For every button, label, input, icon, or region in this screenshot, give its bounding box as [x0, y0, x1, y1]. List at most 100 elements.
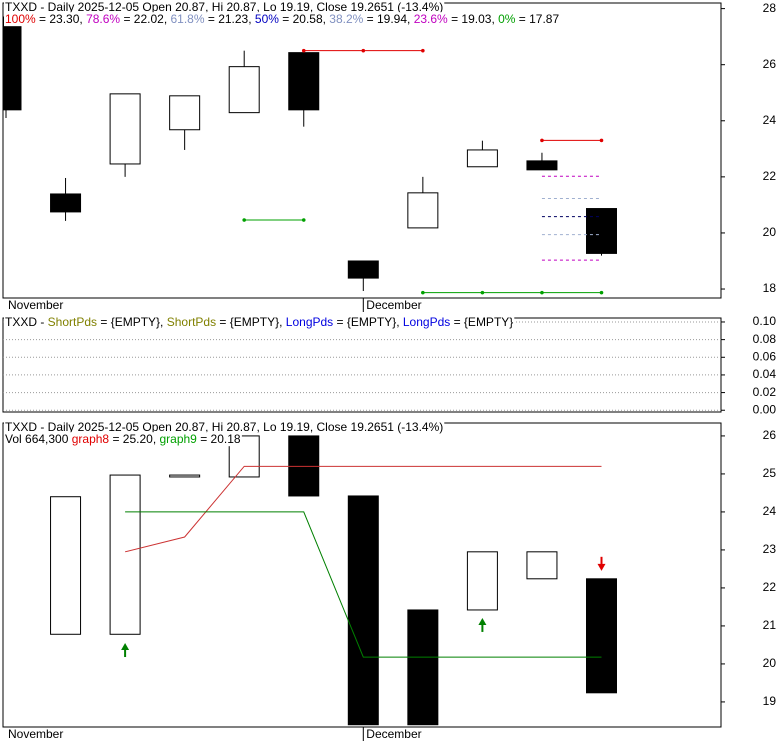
legend-text: TXXD - Daily 2025-12-05 Open 20.87, Hi 2…: [5, 0, 443, 14]
candle-body: [169, 474, 201, 478]
legend-text: = 22.02,: [120, 12, 170, 26]
y-tick-label: 0.08: [753, 332, 777, 346]
series-dot: [480, 290, 485, 295]
candle-body: [3, 16, 22, 111]
legend-text: = 23.30,: [36, 12, 86, 26]
arrow-head: [478, 617, 487, 625]
candle-body: [288, 52, 320, 111]
legend-text: ShortPds: [167, 315, 216, 329]
legend-text: = 21.23,: [205, 12, 255, 26]
candle-body: [228, 66, 260, 114]
y-tick-label: 18: [763, 281, 777, 295]
y-tick-label: 21: [763, 618, 777, 632]
y-tick-label: 19: [763, 694, 777, 708]
plot-area: [3, 8, 617, 295]
y-tick-label: 22: [763, 169, 777, 183]
candle-body: [50, 496, 82, 635]
legend-text: 78.6%: [86, 12, 120, 26]
candle-body: [407, 192, 439, 229]
legend-background: [4, 0, 445, 15]
legend-text: = 19.94,: [363, 12, 413, 26]
arrow-head: [121, 643, 130, 651]
legend-background: [4, 432, 242, 447]
y-tick-label: 25: [763, 466, 777, 480]
y-tick-label: 0.00: [753, 402, 777, 416]
candle-body: [526, 160, 558, 171]
legend-text: = 25.20,: [109, 432, 159, 446]
y-tick-label: 23: [763, 542, 777, 556]
legend-text: = 20.58,: [279, 12, 329, 26]
series-dot: [242, 218, 246, 222]
legend-text: = 17.87: [515, 12, 559, 26]
legend-text: 61.8%: [170, 12, 204, 26]
series-dot: [421, 290, 425, 295]
series-dot: [301, 48, 306, 53]
y-tick-label: 28: [763, 1, 777, 15]
x-tick-label: November: [8, 727, 63, 741]
candle-body: [466, 149, 498, 168]
legend-text: TXXD -: [5, 315, 48, 329]
y-tick-label: 26: [763, 428, 777, 442]
candle-body: [526, 551, 558, 580]
signal-arrow: [597, 556, 606, 571]
legend-text: = {EMPTY},: [216, 315, 286, 329]
legend-line: TXXD - Daily 2025-12-05 Open 20.87, Hi 2…: [5, 420, 443, 434]
legend-background: [4, 420, 445, 435]
series-dot: [301, 218, 306, 222]
legend-line: TXXD - ShortPds = {EMPTY}, ShortPds = {E…: [5, 315, 513, 329]
legend-background: [4, 315, 515, 330]
legend-text: 0%: [498, 12, 516, 26]
legend-text: 100%: [5, 12, 36, 26]
y-tick-label: 24: [763, 113, 777, 127]
signal-arrow: [478, 617, 487, 632]
candle-body: [586, 578, 617, 694]
y-tick-label: 24: [763, 504, 777, 518]
x-tick-label: November: [8, 298, 63, 312]
x-tick-label: December: [366, 298, 421, 312]
legend-text: = {EMPTY},: [97, 315, 167, 329]
arrow-head: [597, 563, 606, 571]
y-tick-label: 22: [763, 580, 777, 594]
candle-body: [347, 260, 379, 279]
series-line: [125, 511, 602, 658]
series-line: [124, 465, 602, 553]
legend-line: Vol 664,300 graph8 = 25.20, graph9 = 20.…: [5, 432, 241, 446]
legend-text: = 19.03,: [448, 12, 498, 26]
legend-text: = {EMPTY},: [333, 315, 403, 329]
y-tick-label: 20: [763, 225, 777, 239]
legend-text: LongPds: [286, 315, 333, 329]
legend-text: ShortPds: [48, 315, 97, 329]
legend-text: 50%: [255, 12, 279, 26]
y-tick-label: 26: [763, 57, 777, 71]
series-dot: [540, 290, 544, 295]
y-tick-label: 0.10: [753, 314, 777, 328]
y-tick-label: 0.06: [753, 349, 777, 363]
legend-text: 38.2%: [329, 12, 363, 26]
panel-frame: [2, 317, 722, 413]
candle-body: [169, 95, 201, 131]
legend-text: TXXD - Daily 2025-12-05 Open 20.87, Hi 2…: [5, 420, 443, 434]
series-dot: [421, 48, 425, 53]
series-dot: [540, 138, 544, 143]
candle-body: [586, 208, 617, 254]
legend-text: Vol 664,300: [5, 432, 72, 446]
legend-text: = 20.18: [197, 432, 241, 446]
legend-text: LongPds: [403, 315, 450, 329]
legend-text: = {EMPTY}: [450, 315, 513, 329]
candle-body: [109, 93, 141, 165]
plot-area: [50, 435, 617, 726]
y-tick-label: 0.02: [753, 385, 777, 399]
candle-body: [109, 474, 141, 635]
y-tick-label: 0.04: [753, 367, 777, 381]
legend-text: 23.6%: [414, 12, 448, 26]
candle-body: [347, 495, 379, 726]
legend-background: [4, 12, 561, 27]
x-tick-label: December: [366, 727, 421, 741]
y-tick-label: 20: [763, 656, 777, 670]
legend-line: TXXD - Daily 2025-12-05 Open 20.87, Hi 2…: [5, 0, 443, 14]
series-dot: [361, 48, 366, 53]
candle-body: [407, 609, 439, 726]
signal-arrow: [121, 643, 130, 658]
legend-text: graph8: [72, 432, 110, 446]
